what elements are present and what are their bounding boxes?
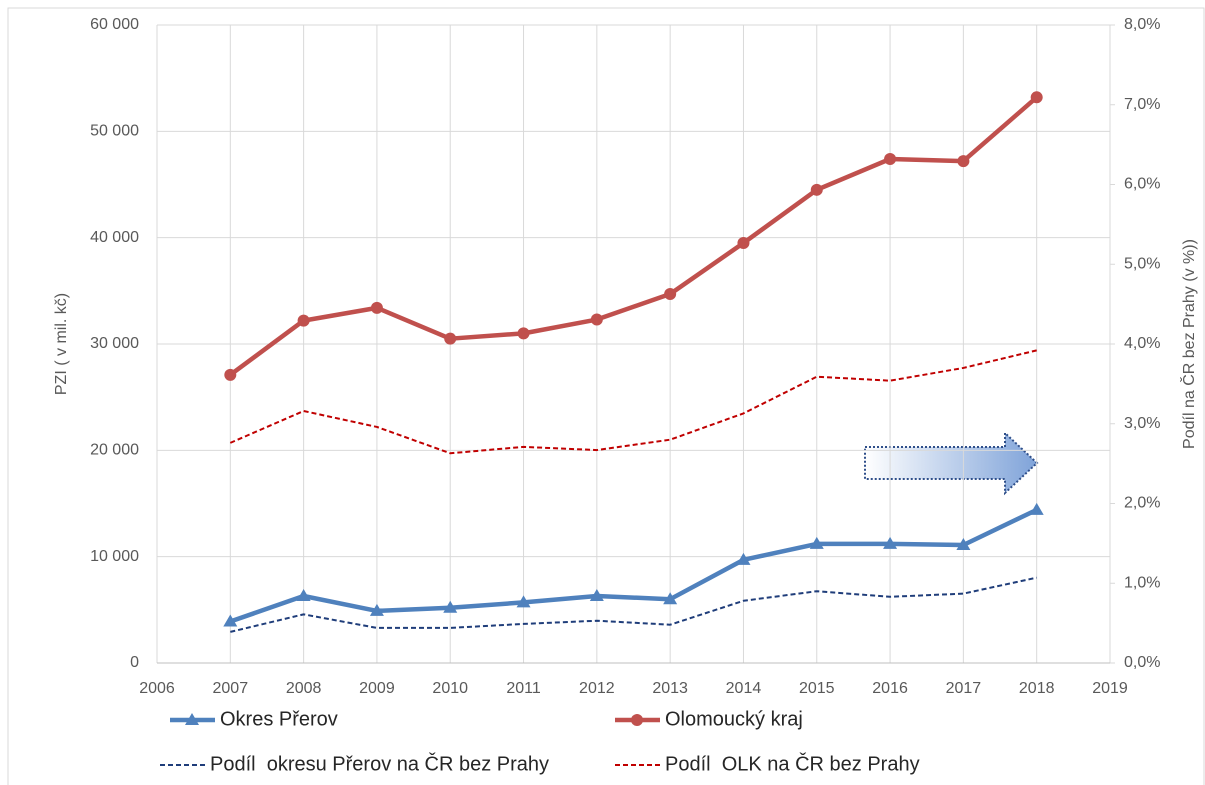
marker [589,589,604,602]
marker [370,301,383,314]
marker [810,183,823,196]
marker [1029,502,1044,515]
y2-tick-label: 7,0% [1124,96,1160,113]
x-tick-label: 2012 [579,680,615,697]
marker [956,537,971,550]
y2-tick-label: 8,0% [1124,16,1160,33]
y-tick-label: 60 000 [90,16,139,33]
y2-tick-label: 3,0% [1124,415,1160,432]
x-tick-label: 2007 [213,680,249,697]
trend-arrow [864,430,1039,496]
x-tick-label: 2008 [286,680,322,697]
series-line [228,95,1039,377]
marker [444,332,457,345]
y2-tick-label: 5,0% [1124,255,1160,272]
marker [516,595,531,608]
y2-axis-label: Podíl na ČR bez Prahy (v %)) [1179,239,1198,449]
marker [663,592,678,605]
x-tick-label: 2019 [1092,680,1128,697]
series-line [229,507,1038,624]
chart-border [7,7,1205,785]
marker [517,327,530,340]
marker [297,314,310,327]
y-tick-label: 30 000 [90,335,139,352]
legend-label: Olomoucký kraj [665,708,803,730]
y2-tick-label: 0,0% [1124,654,1160,671]
x-tick-label: 2016 [872,680,908,697]
y2-tick-label: 1,0% [1124,574,1160,591]
series-line [230,576,1037,633]
y-axis-label: PZI ( v mil. kč) [53,293,70,395]
marker [736,552,751,565]
marker [590,313,603,326]
legend-marker [185,713,199,725]
y-tick-label: 40 000 [90,229,139,246]
y-tick-label: 10 000 [90,548,139,565]
x-tick-label: 2011 [506,680,541,697]
marker [224,368,237,381]
x-tick-label: 2006 [139,680,175,697]
x-tick-label: 2014 [726,680,762,697]
marker [223,614,238,627]
marker [1030,91,1043,104]
y-tick-label: 20 000 [90,442,139,459]
x-tick-label: 2015 [799,680,835,697]
y2-tick-label: 4,0% [1124,335,1160,352]
marker [957,155,970,168]
x-tick-label: 2017 [946,680,982,697]
marker [809,536,824,549]
y-tick-label: 50 000 [90,123,139,140]
x-tick-label: 2010 [432,680,468,697]
series-line [229,349,1037,455]
marker [737,236,750,249]
marker [883,536,898,549]
marker [443,600,458,613]
marker [296,589,311,602]
legend-marker [631,714,643,726]
y2-tick-label: 6,0% [1124,176,1160,193]
marker [884,152,897,165]
y2-tick-label: 2,0% [1124,495,1160,512]
legend-label: Podíl OLK na ČR bez Prahy [665,752,920,775]
legend-label: Okres Přerov [220,708,338,730]
x-tick-label: 2009 [359,680,395,697]
legend-label: Podíl okresu Přerov na ČR bez Prahy [210,752,549,775]
marker [664,288,677,301]
y-tick-label: 0 [130,654,139,671]
x-tick-label: 2018 [1019,680,1055,697]
marker [369,603,384,616]
x-tick-label: 2013 [652,680,688,697]
